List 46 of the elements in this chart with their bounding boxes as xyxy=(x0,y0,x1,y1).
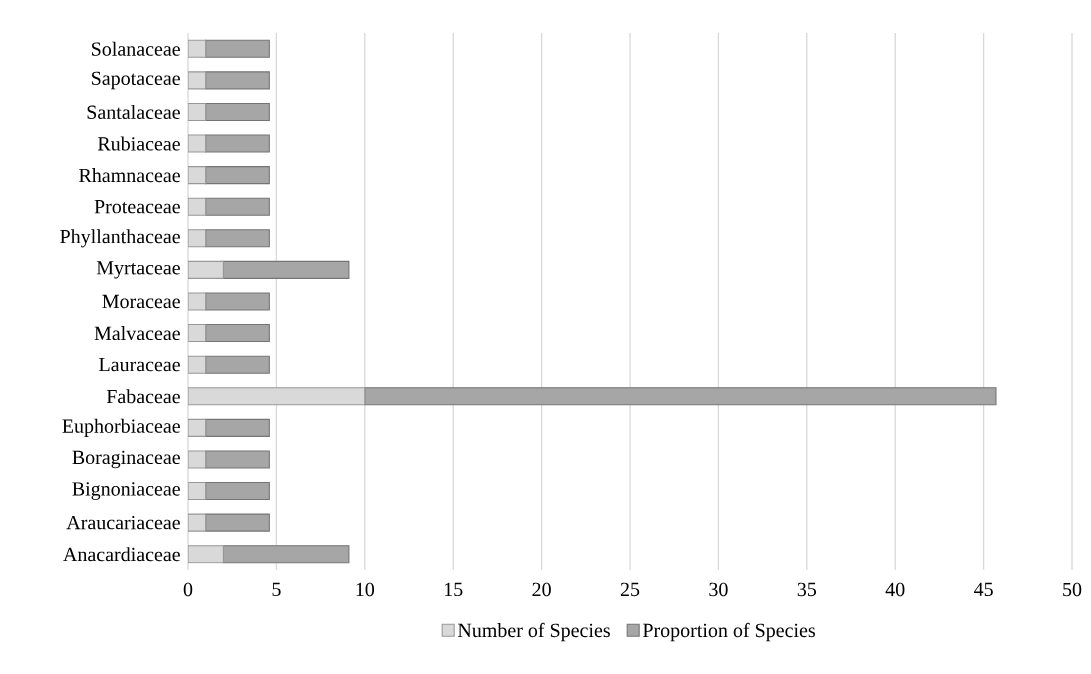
bar xyxy=(205,39,270,58)
x-tick-label: 25 xyxy=(620,582,640,597)
bar xyxy=(205,418,270,437)
y-tick-label: Malvaceae xyxy=(94,326,180,341)
y-tick-label: Lauraceae xyxy=(99,358,180,372)
bar xyxy=(205,292,270,311)
x-tick-label: 10 xyxy=(356,582,375,597)
x-tick-label: 35 xyxy=(797,582,817,597)
x-tick-label: 50 xyxy=(1063,582,1082,597)
x-tick-label: 45 xyxy=(974,582,993,597)
x-tick-label: 5 xyxy=(272,582,281,596)
bar xyxy=(205,450,270,469)
y-tick-label: Boraginaceae xyxy=(72,450,180,469)
bar xyxy=(205,71,270,90)
bar xyxy=(222,260,350,279)
y-tick-label: Moraceae xyxy=(102,294,180,309)
y-tick-label: Anacardiaceae xyxy=(63,547,180,562)
bar xyxy=(205,324,270,343)
y-tick-label: Solanaceae xyxy=(92,41,180,56)
bar xyxy=(205,197,270,216)
bar xyxy=(205,102,270,122)
y-tick-label: Phyllanthaceae xyxy=(60,229,180,248)
y-tick-label: Rhamnaceae xyxy=(79,168,180,183)
legend-label: Number of Species xyxy=(457,622,610,642)
x-tick-label: 15 xyxy=(444,582,463,597)
y-tick-label: Sapotaceae xyxy=(92,71,180,90)
bar xyxy=(205,229,270,248)
bar xyxy=(205,481,270,501)
y-tick-label: Proteaceae xyxy=(94,200,180,214)
x-tick-label: 0 xyxy=(183,582,193,597)
y-tick-label: Bignoniaceae xyxy=(72,482,180,500)
y-tick-label: Rubiaceae xyxy=(97,136,180,151)
y-tick-label: Fabaceae xyxy=(106,389,180,404)
x-tick-label: 20 xyxy=(532,582,551,597)
bar xyxy=(205,166,270,185)
bar xyxy=(205,355,270,374)
bar xyxy=(205,134,270,153)
y-tick-label: Santalaceae xyxy=(87,104,180,119)
y-tick-label: Myrtaceae xyxy=(96,261,180,279)
y-tick-label: Araucariaceae xyxy=(66,515,180,530)
x-tick-label: 40 xyxy=(885,582,905,597)
legend-label: Proportion of Species xyxy=(642,622,815,642)
y-tick-label: Euphorbiaceae xyxy=(62,418,180,437)
bar xyxy=(205,513,270,532)
bar xyxy=(222,545,350,564)
x-tick-label: 30 xyxy=(709,582,728,597)
